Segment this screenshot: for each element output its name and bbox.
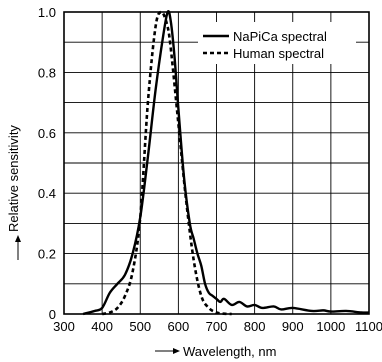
x-tick-label: 900 bbox=[282, 319, 304, 334]
tick-labels: 300 400 500 600 700 800 900 1000 1100 0 0.2 0.4 0.6 0… bbox=[38, 5, 382, 334]
y-tick-label: 0.4 bbox=[38, 186, 56, 201]
legend-label-napica: NaPiCa spectral bbox=[233, 29, 327, 44]
x-axis-title: Wavelength, nm bbox=[155, 344, 276, 359]
legend-background bbox=[198, 22, 356, 64]
y-tick-label: 0 bbox=[49, 307, 56, 322]
y-axis-label: Relative sensitivity bbox=[6, 125, 21, 232]
x-tick-label: 600 bbox=[168, 319, 190, 334]
x-tick-label: 400 bbox=[91, 319, 113, 334]
x-tick-label: 800 bbox=[244, 319, 266, 334]
y-axis-arrowhead bbox=[15, 235, 21, 242]
series-line-human bbox=[101, 10, 232, 316]
x-tick-label: 1100 bbox=[355, 319, 382, 334]
x-tick-label: 300 bbox=[53, 319, 75, 334]
y-tick-label: 0.2 bbox=[38, 247, 56, 262]
x-axis-arrowhead bbox=[173, 348, 180, 354]
y-tick-label: 0.8 bbox=[38, 65, 56, 80]
series-layer bbox=[82, 10, 370, 316]
y-axis-title: Relative sensitivity bbox=[6, 125, 21, 260]
y-tick-label: 0.6 bbox=[38, 126, 56, 141]
x-tick-label: 1000 bbox=[316, 319, 345, 334]
y-tick-label: 1.0 bbox=[38, 5, 56, 20]
x-tick-label: 500 bbox=[129, 319, 151, 334]
series-line-napica bbox=[82, 10, 370, 316]
x-tick-label: 700 bbox=[206, 319, 228, 334]
legend: NaPiCa spectral Human spectral bbox=[198, 22, 356, 64]
x-axis-label: Wavelength, nm bbox=[183, 344, 276, 359]
legend-label-human: Human spectral bbox=[233, 46, 324, 61]
plot-frame bbox=[63, 11, 370, 315]
